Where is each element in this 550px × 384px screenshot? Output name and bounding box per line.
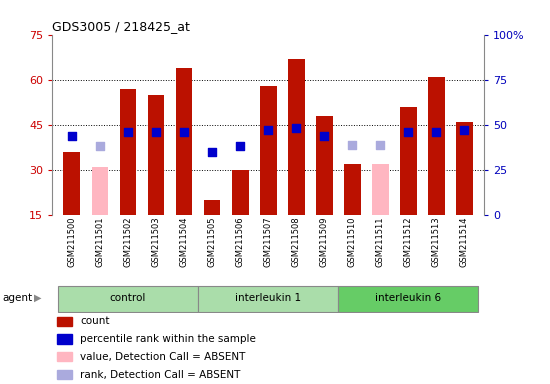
Bar (63, 152, 80, 215)
Text: GSM211500: GSM211500 (67, 217, 76, 267)
Text: count: count (80, 316, 110, 326)
Text: GSM211514: GSM211514 (460, 217, 469, 267)
Text: GSM211513: GSM211513 (432, 217, 441, 267)
Text: GSM211511: GSM211511 (376, 217, 385, 267)
Bar (204, 200, 221, 215)
Text: interleukin 1: interleukin 1 (235, 293, 301, 303)
Text: control: control (110, 293, 146, 303)
Point (292, 125, 300, 131)
Point (96, 143, 104, 149)
Point (68, 132, 76, 139)
Point (376, 142, 384, 148)
Bar (428, 77, 445, 215)
Text: GSM211507: GSM211507 (263, 217, 273, 267)
Bar (338, 286, 478, 311)
Text: GSM211501: GSM211501 (95, 217, 104, 267)
Text: GSM211505: GSM211505 (207, 217, 217, 267)
Text: interleukin 6: interleukin 6 (375, 293, 441, 303)
Bar (57, 334, 72, 344)
Bar (147, 95, 164, 215)
Text: GDS3005 / 218425_at: GDS3005 / 218425_at (52, 20, 190, 33)
Text: ▶: ▶ (34, 293, 42, 303)
Text: GSM211504: GSM211504 (179, 217, 189, 267)
Bar (288, 59, 305, 215)
Bar (91, 167, 108, 215)
Point (320, 132, 328, 139)
Text: percentile rank within the sample: percentile rank within the sample (80, 334, 256, 344)
Bar (456, 122, 473, 215)
Text: rank, Detection Call = ABSENT: rank, Detection Call = ABSENT (80, 370, 241, 380)
Text: GSM211506: GSM211506 (235, 217, 245, 267)
Point (348, 142, 356, 148)
Point (460, 127, 469, 133)
Bar (57, 352, 72, 361)
Text: GSM211512: GSM211512 (404, 217, 413, 267)
Bar (57, 316, 72, 326)
Bar (344, 164, 361, 215)
Text: value, Detection Call = ABSENT: value, Detection Call = ABSENT (80, 352, 246, 362)
Point (404, 129, 412, 135)
Point (236, 143, 245, 149)
Text: agent: agent (3, 293, 33, 303)
Bar (372, 164, 389, 215)
Bar (58, 286, 198, 311)
Bar (316, 116, 333, 215)
Point (208, 149, 217, 155)
Bar (175, 68, 192, 215)
Bar (57, 370, 72, 379)
Text: GSM211509: GSM211509 (320, 217, 329, 267)
Bar (198, 286, 338, 311)
Text: GSM211502: GSM211502 (123, 217, 133, 267)
Bar (119, 89, 136, 215)
Point (124, 129, 133, 135)
Bar (400, 107, 417, 215)
Bar (232, 170, 249, 215)
Text: GSM211510: GSM211510 (348, 217, 357, 267)
Bar (260, 86, 277, 215)
Point (264, 127, 273, 133)
Text: GSM211508: GSM211508 (292, 217, 301, 267)
Point (432, 129, 441, 135)
Point (152, 129, 161, 135)
Text: GSM211503: GSM211503 (151, 217, 161, 267)
Point (180, 129, 189, 135)
